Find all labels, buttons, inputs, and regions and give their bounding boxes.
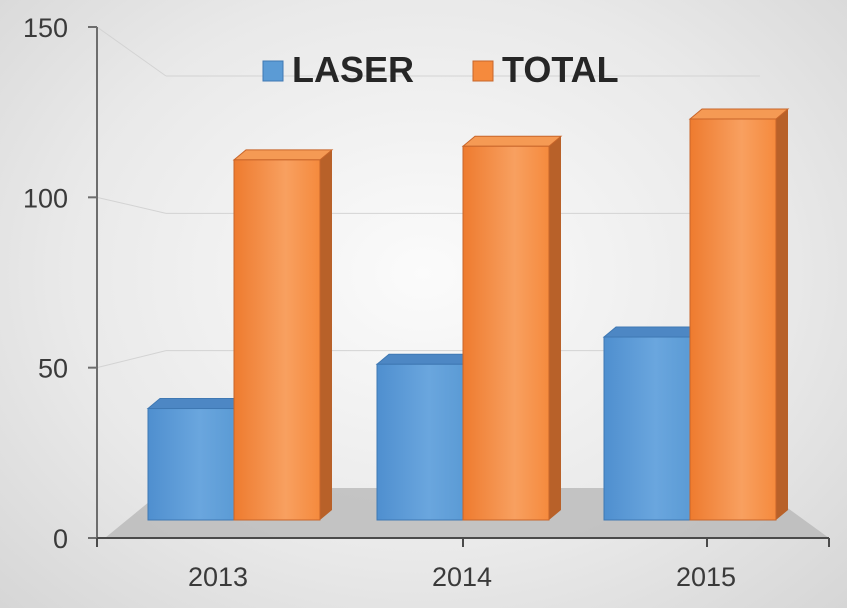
x-tick-label: 2014 [432, 562, 492, 592]
bar-side [776, 108, 788, 520]
bar-side [549, 136, 561, 520]
y-tick-label: 150 [23, 13, 68, 43]
legend-item-laser: LASER [262, 49, 414, 90]
x-tick-label: 2013 [188, 562, 248, 592]
tick-labels: 0 50 100 150 2013 2014 2015 [23, 13, 736, 592]
bar-total-2014 [461, 135, 563, 521]
bar-total-2015 [688, 108, 790, 521]
legend: LASER TOTAL [262, 49, 619, 90]
x-tick-label: 2015 [676, 562, 736, 592]
bar-total-2013 [232, 149, 334, 521]
legend-label: LASER [292, 49, 414, 90]
bars [146, 108, 790, 521]
bar-front [147, 408, 235, 521]
bar-top [461, 135, 563, 147]
bar-side [320, 149, 332, 521]
bar-top [688, 108, 790, 120]
legend-item-total: TOTAL [472, 49, 619, 90]
y-tick-label: 0 [53, 524, 68, 554]
bar-front [233, 159, 321, 521]
gridline-diag [96, 26, 167, 77]
bar-top [602, 326, 704, 338]
legend-label: TOTAL [502, 49, 619, 90]
bar-laser-2013 [146, 398, 248, 521]
axes [88, 26, 830, 547]
bar-front [603, 336, 691, 521]
bar-front [462, 145, 550, 521]
y-tick-label: 50 [38, 354, 68, 384]
gridline-diag [96, 350, 167, 369]
legend-swatch [262, 60, 284, 82]
bar-top [375, 353, 477, 365]
bar-front [689, 118, 777, 521]
grid-lines [96, 26, 760, 369]
bar-laser-2014 [375, 353, 477, 521]
bar-top [146, 398, 248, 410]
bar-front [376, 363, 464, 521]
bar-top [232, 149, 334, 161]
gridline-diag [96, 196, 167, 214]
bar-laser-2015 [602, 326, 704, 521]
y-tick-label: 100 [23, 183, 68, 213]
legend-swatch [472, 60, 494, 82]
